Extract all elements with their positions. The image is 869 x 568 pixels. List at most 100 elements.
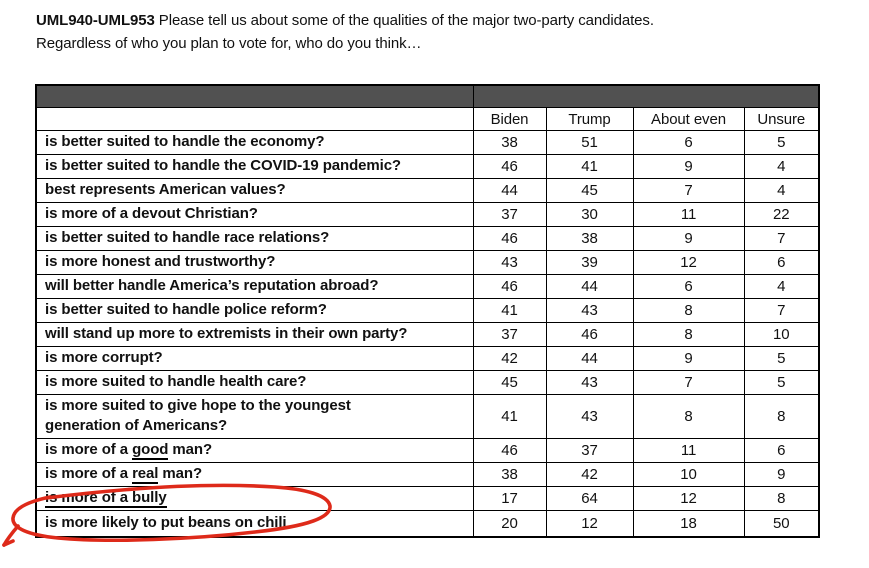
value-cell: 5 [743, 346, 820, 371]
value-cell: 39 [545, 250, 634, 275]
value-cell: 51 [545, 130, 634, 155]
table-row: is more suited to give hope to the young… [35, 394, 820, 439]
value-cell: 11 [632, 438, 745, 463]
row-label: is more suited to handle health care? [35, 370, 474, 395]
row-label: is more of a real man? [35, 462, 474, 487]
value-cell: 43 [545, 394, 634, 439]
row-label: is more likely to put beans on chili [35, 510, 474, 537]
value-cell: 9 [632, 154, 745, 179]
table-row: will stand up more to extremists in thei… [35, 322, 820, 347]
value-cell: 41 [545, 154, 634, 179]
value-cell: 38 [472, 130, 547, 155]
value-cell: 10 [632, 462, 745, 487]
value-cell: 6 [632, 130, 745, 155]
row-label: is more of a devout Christian? [35, 202, 474, 227]
value-cell: 9 [632, 226, 745, 251]
row-label: is better suited to handle race relation… [35, 226, 474, 251]
value-cell: 4 [743, 274, 820, 299]
value-cell: 46 [472, 154, 547, 179]
table-title-bar [35, 84, 820, 108]
value-cell: 46 [472, 226, 547, 251]
column-header-unsure: Unsure [743, 107, 820, 131]
table-row: is more of a good man? 46 37 11 6 [35, 438, 820, 463]
table-row: is more suited to handle health care? 45 4… [35, 370, 820, 395]
table-row: is better suited to handle race relation… [35, 226, 820, 251]
value-cell: 4 [743, 154, 820, 179]
value-cell: 64 [545, 486, 634, 511]
underlined-text: good [132, 441, 169, 460]
value-cell: 9 [743, 462, 820, 487]
value-cell: 42 [472, 346, 547, 371]
value-cell: 41 [472, 298, 547, 323]
row-label: is better suited to handle the economy? [35, 130, 474, 155]
value-cell: 12 [545, 510, 634, 537]
table-row: is better suited to handle police reform… [35, 298, 820, 323]
row-label: is better suited to handle the COVID-19 … [35, 154, 474, 179]
row-label: is more of a good man? [35, 438, 474, 463]
value-cell: 37 [472, 322, 547, 347]
value-cell: 12 [632, 486, 745, 511]
results-table: Biden Trump About even Unsure is better sui… [35, 84, 820, 538]
value-cell: 37 [472, 202, 547, 227]
value-cell: 45 [545, 178, 634, 203]
value-cell: 44 [545, 274, 634, 299]
value-cell: 7 [632, 178, 745, 203]
value-cell: 41 [472, 394, 547, 439]
value-cell: 18 [632, 510, 745, 537]
row-label: is more honest and trustworthy? [35, 250, 474, 275]
value-cell: 44 [545, 346, 634, 371]
row-label: best represents American values? [35, 178, 474, 203]
row-label: is more corrupt? [35, 346, 474, 371]
table-row: is more of a real man? 38 42 10 9 [35, 462, 820, 487]
value-cell: 38 [472, 462, 547, 487]
value-cell: 43 [545, 298, 634, 323]
value-cell: 42 [545, 462, 634, 487]
value-cell: 7 [743, 298, 820, 323]
value-cell: 20 [472, 510, 547, 537]
value-cell: 6 [743, 250, 820, 275]
question-line-2: Regardless of who you plan to vote for, … [36, 35, 422, 52]
column-header-about-even: About even [632, 107, 745, 131]
value-cell: 4 [743, 178, 820, 203]
value-cell: 8 [632, 298, 745, 323]
table-row: best represents American values? 44 45 7 4 [35, 178, 820, 203]
value-cell: 12 [632, 250, 745, 275]
underlined-text: is more of a bully [45, 489, 167, 508]
question-id: UML940-UML953 [36, 12, 155, 29]
value-cell: 8 [743, 486, 820, 511]
question-intro: Please tell us about some of the qualiti… [154, 12, 654, 29]
value-cell: 9 [632, 346, 745, 371]
question-line-1: UML940-UML953 Please tell us about some … [36, 9, 836, 32]
value-cell: 7 [743, 226, 820, 251]
row-label: is more of a bully [35, 486, 474, 511]
value-cell: 7 [632, 370, 745, 395]
value-cell: 22 [743, 202, 820, 227]
survey-question: UML940-UML953 Please tell us about some … [36, 9, 836, 55]
value-cell: 8 [743, 394, 820, 439]
table-row: is more of a bully 17 64 12 8 [35, 486, 820, 511]
value-cell: 6 [632, 274, 745, 299]
empty-corner-cell [35, 107, 474, 131]
value-cell: 46 [545, 322, 634, 347]
value-cell: 37 [545, 438, 634, 463]
title-bar-right-cell [472, 84, 820, 108]
table-row: is better suited to handle the economy? 3… [35, 130, 820, 155]
value-cell: 43 [545, 370, 634, 395]
table-row: will better handle America’s reputation … [35, 274, 820, 299]
value-cell: 38 [545, 226, 634, 251]
row-label: is better suited to handle police reform… [35, 298, 474, 323]
underlined-text: real [132, 465, 159, 484]
value-cell: 5 [743, 130, 820, 155]
value-cell: 46 [472, 274, 547, 299]
value-cell: 50 [743, 510, 820, 537]
value-cell: 44 [472, 178, 547, 203]
value-cell: 6 [743, 438, 820, 463]
value-cell: 46 [472, 438, 547, 463]
row-label: will stand up more to extremists in thei… [35, 322, 474, 347]
title-bar-left-cell [35, 84, 474, 108]
value-cell: 11 [632, 202, 745, 227]
table-row: is more likely to put beans on chili 20 12… [35, 510, 820, 537]
table-row: is more of a devout Christian? 37 30 11 22 [35, 202, 820, 227]
row-label: is more suited to give hope to the young… [35, 394, 474, 439]
table-row: is better suited to handle the COVID-19 … [35, 154, 820, 179]
